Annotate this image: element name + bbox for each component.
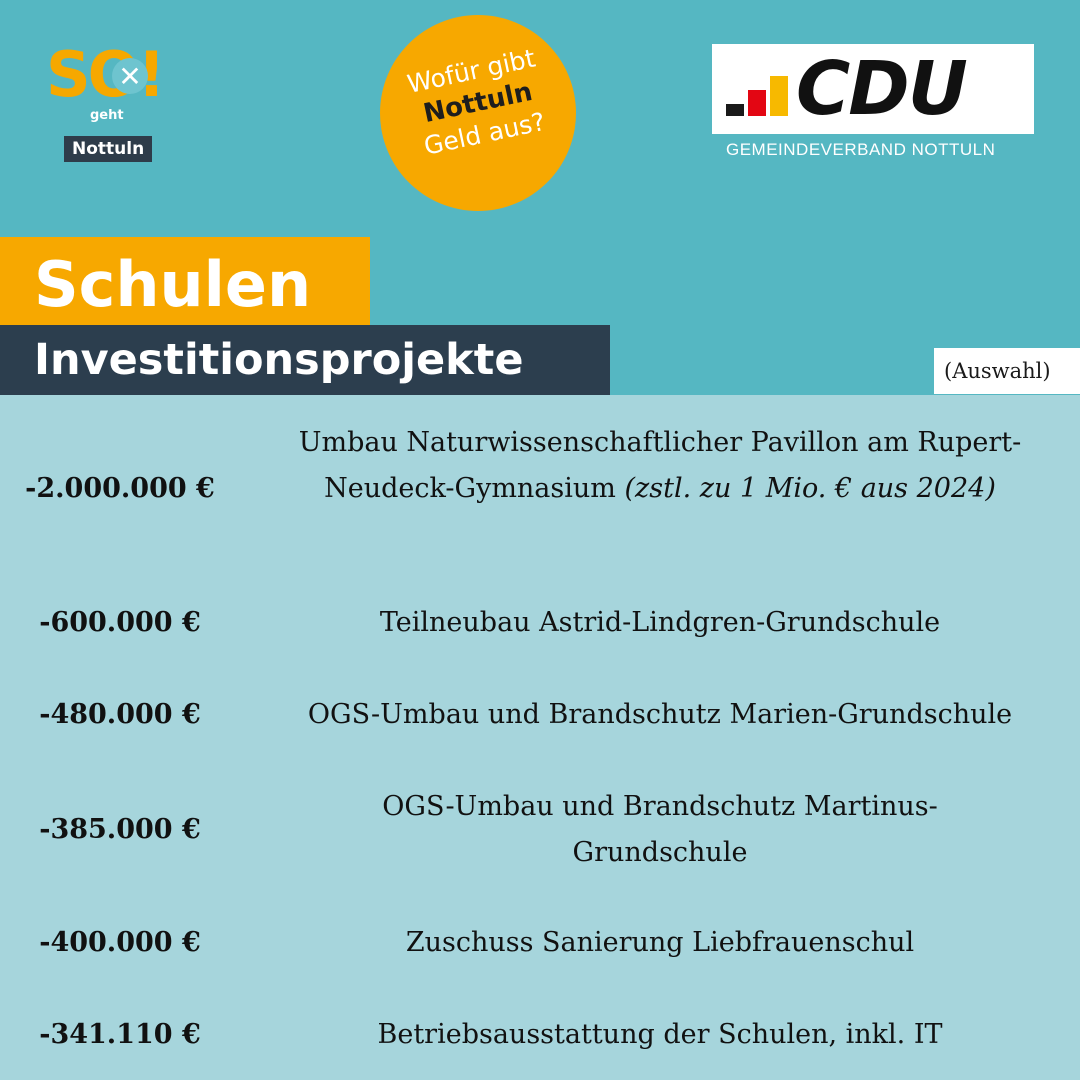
project-description: Teilneubau Astrid-Lindgren-Grundschule [379,607,941,638]
selection-note: (Auswahl) [944,359,1051,383]
cdu-logo-text: CDU [796,46,968,132]
project-amount: -341.110 € [39,1019,201,1050]
content-area [0,395,1080,1080]
project-description-note: (zstl. zu 1 Mio. € aus 2024) [624,473,996,504]
selection-note-box: (Auswahl) [934,348,1080,394]
so-logo-sub: geht [90,108,124,123]
project-amount: -400.000 € [39,927,201,958]
project-description: OGS-Umbau und Brandschutz Marien-Grundsc… [307,699,1013,730]
page-subtitle: Investitionsprojekte [34,335,524,385]
project-amount: -385.000 € [39,814,201,845]
project-amount: -480.000 € [39,699,201,730]
project-description: Zuschuss Sanierung Liebfrauenschul [405,927,915,958]
project-description: OGS-Umbau und Brandschutz Martinus-Grund… [382,791,938,868]
title-sub-banner: Investitionsprojekte [0,325,610,395]
project-amount: -2.000.000 € [25,473,215,504]
title-main-banner: Schulen [0,237,370,327]
so-logo-place: Nottuln [64,136,153,162]
question-badge: Wofür gibt Nottuln Geld aus? [380,15,576,211]
cdu-subtitle: GEMEINDEVERBAND NOTTULN [726,140,996,159]
so-geht-nottuln-logo: SO! ✕ geht Nottuln [46,44,196,174]
project-description: Umbau Naturwissenschaftlicher Pavillon a… [262,420,1058,512]
cdu-logo: CDU [712,44,1034,134]
cross-mark-icon: ✕ [112,58,148,94]
cdu-bars-icon [726,68,790,116]
project-description: Betriebsausstattung der Schulen, inkl. I… [377,1019,943,1050]
project-description-text: Umbau Naturwissenschaftlicher Pavillon a… [298,427,1022,504]
page-title: Schulen [34,248,312,321]
project-amount: -600.000 € [39,607,201,638]
